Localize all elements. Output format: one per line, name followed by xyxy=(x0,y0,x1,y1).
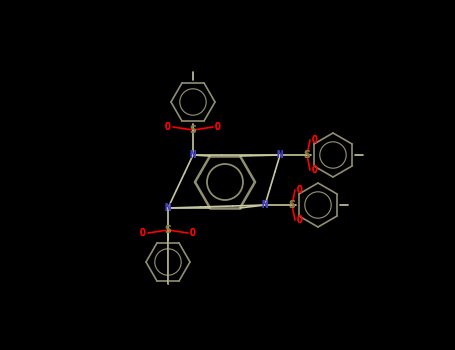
Text: O: O xyxy=(140,228,146,238)
Text: S: S xyxy=(288,200,295,210)
Text: N: N xyxy=(190,150,197,160)
Text: O: O xyxy=(190,228,196,238)
Text: O: O xyxy=(165,122,171,132)
Text: S: S xyxy=(165,225,172,235)
Text: O: O xyxy=(297,185,303,195)
Text: O: O xyxy=(297,215,303,225)
Text: N: N xyxy=(262,200,268,210)
Text: S: S xyxy=(303,150,310,160)
Text: S: S xyxy=(288,200,295,210)
Text: O: O xyxy=(165,122,171,132)
Text: O: O xyxy=(312,135,318,145)
Text: N: N xyxy=(165,203,172,213)
Text: O: O xyxy=(297,215,303,225)
Text: N: N xyxy=(262,200,268,210)
Text: N: N xyxy=(277,150,283,160)
Text: S: S xyxy=(190,125,197,135)
Text: O: O xyxy=(140,228,146,238)
Text: O: O xyxy=(312,165,318,175)
Text: O: O xyxy=(190,228,196,238)
Text: O: O xyxy=(297,185,303,195)
Text: O: O xyxy=(312,165,318,175)
Text: O: O xyxy=(215,122,221,132)
Text: S: S xyxy=(165,225,172,235)
Text: O: O xyxy=(215,122,221,132)
Text: S: S xyxy=(303,150,310,160)
Text: S: S xyxy=(190,125,197,135)
Text: N: N xyxy=(165,203,172,213)
Text: N: N xyxy=(277,150,283,160)
Text: N: N xyxy=(190,150,197,160)
Text: O: O xyxy=(312,135,318,145)
